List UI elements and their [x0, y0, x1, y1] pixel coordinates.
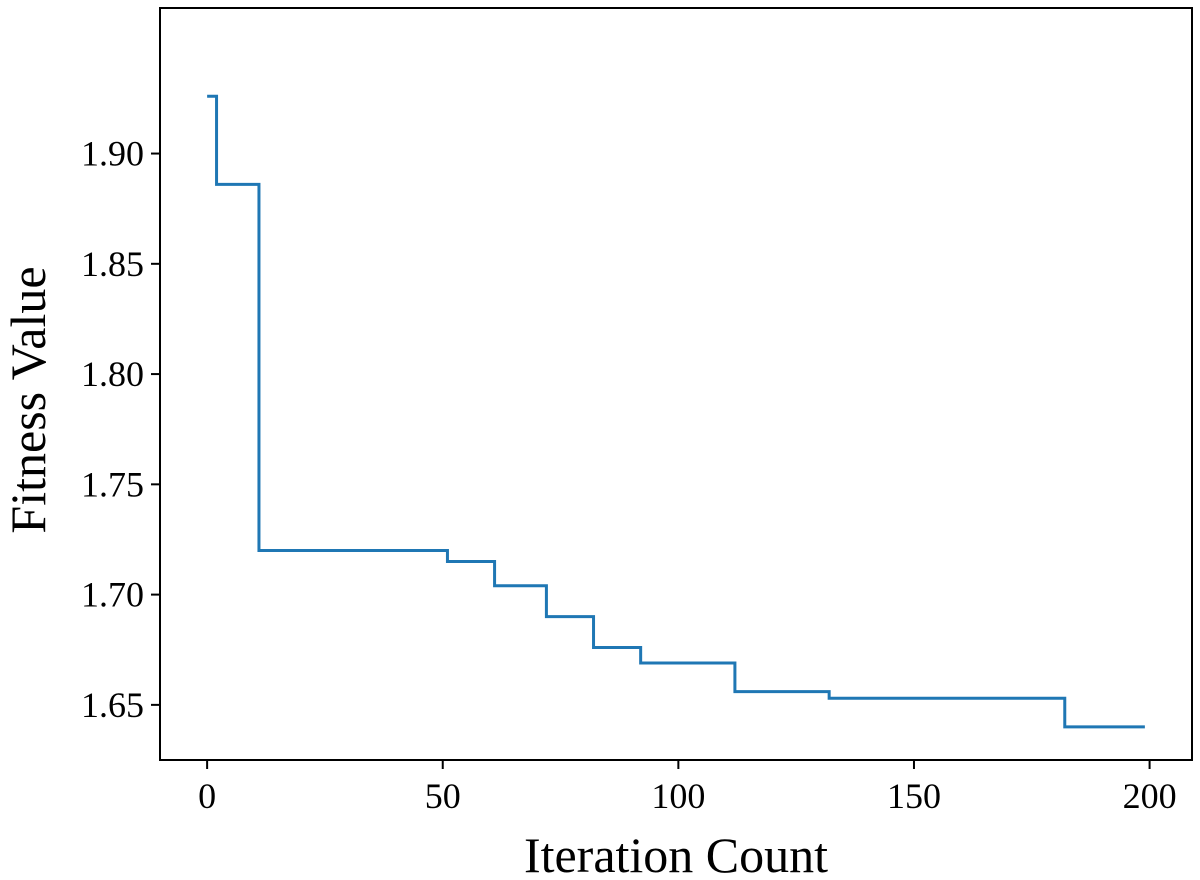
y-tick-label: 1.90	[81, 134, 144, 174]
y-tick-label: 1.80	[81, 354, 144, 394]
y-tick-label: 1.65	[81, 685, 144, 725]
x-tick-label: 100	[651, 776, 705, 816]
y-axis: 1.65 1.70 1.75 1.80 1.85 1.90	[81, 134, 160, 725]
x-tick-label: 200	[1123, 776, 1177, 816]
y-tick-label: 1.85	[81, 244, 144, 284]
y-axis-title: Fitness Value	[0, 266, 56, 533]
y-tick-label: 1.70	[81, 575, 144, 615]
x-tick-label: 50	[425, 776, 461, 816]
y-tick-label: 1.75	[81, 464, 144, 504]
series-layer	[207, 94, 1145, 729]
fitness-line	[207, 94, 1145, 729]
plot-frame	[159, 7, 1193, 761]
x-tick-label: 0	[198, 776, 216, 816]
x-tick-label: 150	[887, 776, 941, 816]
x-axis: 0 50 100 150 200	[198, 760, 1177, 816]
x-axis-title: Iteration Count	[524, 827, 828, 880]
